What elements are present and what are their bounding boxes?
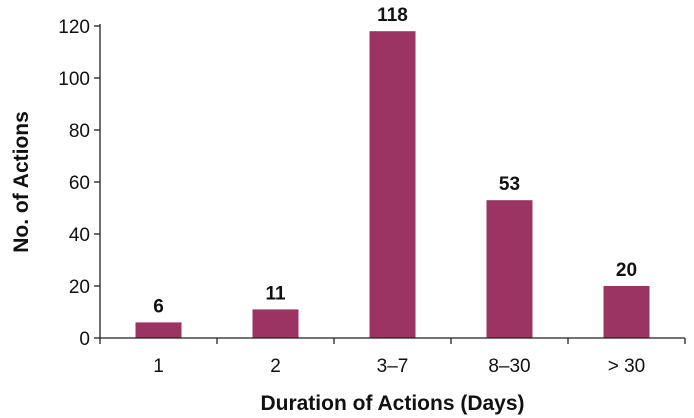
bar	[252, 309, 299, 338]
bar	[369, 31, 416, 338]
data-label: 20	[616, 260, 637, 281]
bar	[603, 286, 650, 338]
bar-series	[135, 31, 650, 338]
bar	[486, 200, 533, 338]
y-tick-label: 120	[58, 17, 90, 38]
y-axis-title: No. of Actions	[10, 111, 33, 253]
x-tick-label: > 30	[608, 356, 646, 377]
x-tick-label: 2	[270, 356, 281, 377]
x-axis-title: Duration of Actions (Days)	[260, 392, 524, 415]
x-tick-label: 1	[153, 356, 164, 377]
data-label: 53	[499, 174, 520, 195]
data-label: 6	[153, 296, 164, 317]
y-tick-label: 60	[69, 173, 90, 194]
x-tick-label: 3–7	[377, 356, 409, 377]
y-tick-label: 0	[79, 329, 90, 350]
y-tick-label: 100	[58, 69, 90, 90]
bar	[135, 322, 182, 338]
data-label: 11	[265, 283, 286, 304]
y-tick-label: 80	[69, 121, 90, 142]
data-label: 118	[377, 5, 408, 26]
y-tick-label: 20	[69, 277, 90, 298]
x-tick-label: 8–30	[488, 356, 530, 377]
y-axis-ticks: 0 20 40 60 80 100 120	[58, 17, 100, 350]
data-labels: 6 11 118 53 20	[153, 5, 637, 317]
x-axis-ticks: 1 2 3–7 8–30 > 30	[99, 338, 686, 377]
y-tick-label: 40	[69, 225, 90, 246]
